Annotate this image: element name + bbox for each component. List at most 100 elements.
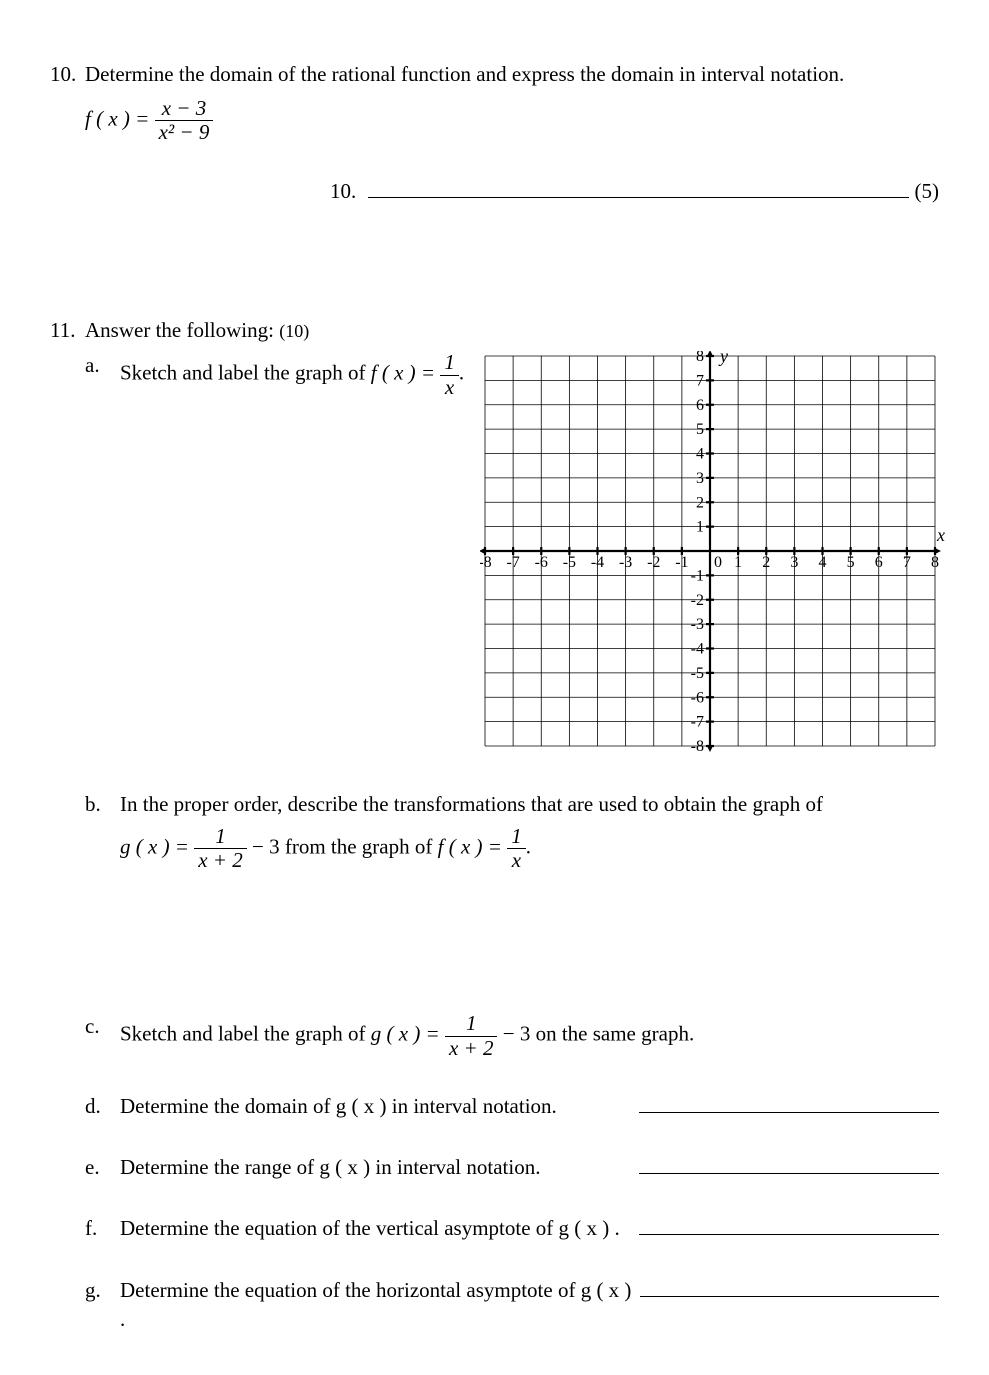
q11b-body: In the proper order, describe the transf… [120,790,939,873]
svg-text:7: 7 [903,554,911,571]
q11g-label: g. [85,1276,120,1305]
svg-text:-5: -5 [563,554,576,571]
q11b-fnum: 1 [507,825,526,849]
svg-text:0: 0 [714,554,722,571]
q11g-blank[interactable] [640,1276,939,1297]
q10-points: (5) [915,177,940,206]
question-11: 11. Answer the following: (10) [50,316,939,345]
svg-text:-1: -1 [675,554,688,571]
svg-text:8: 8 [931,554,939,571]
q11-points: (10) [279,321,309,341]
q10-answer-label: 10. [330,177,356,206]
q11b-gtail: − 3 [247,835,280,859]
q11c-den: x + 2 [445,1037,498,1060]
q11b-gden: x + 2 [194,849,247,872]
q11-prompt: Answer the following: [85,318,274,342]
q11b-flhs: f ( x ) = [438,835,502,859]
q11b-glhs: g ( x ) = [120,835,189,859]
q10-prompt: Determine the domain of the rational fun… [85,60,939,89]
coordinate-grid: -8-7-6-5-4-3-2-101234567812345678-1-2-3-… [480,351,950,761]
svg-text:-7: -7 [691,714,704,731]
q11a-post: . [459,361,464,385]
svg-text:7: 7 [696,373,704,390]
q11a-frac: 1 x [440,351,459,398]
q11f-blank[interactable] [639,1214,939,1235]
svg-text:-7: -7 [506,554,519,571]
q11f-text: Determine the equation of the vertical a… [120,1214,620,1243]
q11b: b. In the proper order, describe the tra… [85,790,939,873]
q11b-gnum: 1 [194,825,247,849]
svg-text:1: 1 [696,519,704,536]
svg-text:3: 3 [790,554,798,571]
svg-text:-2: -2 [647,554,660,571]
svg-text:2: 2 [762,554,770,571]
q11d: d. Determine the domain of g ( x ) in in… [85,1092,939,1121]
q11b-end: . [526,835,531,859]
q11d-text: Determine the domain of g ( x ) in inter… [120,1092,557,1121]
coordinate-grid-container: -8-7-6-5-4-3-2-101234567812345678-1-2-3-… [480,351,950,769]
svg-text:6: 6 [696,397,704,414]
svg-text:-8: -8 [480,554,492,571]
svg-text:4: 4 [819,554,827,571]
q11a-pre: Sketch and label the graph of [120,361,371,385]
q11b-label: b. [85,790,120,819]
q11d-label: d. [85,1092,120,1121]
q11a-body: Sketch and label the graph of f ( x ) = … [120,351,470,398]
q11c-tail: − 3 [497,1022,530,1046]
q11a-label: a. [85,351,120,380]
q11e: e. Determine the range of g ( x ) in int… [85,1153,939,1182]
q11a-lhs: f ( x ) = [371,361,435,385]
svg-text:8: 8 [696,351,704,365]
q10-denominator: x² − 9 [155,121,214,144]
q10-numerator: x − 3 [155,97,214,121]
q11e-blank[interactable] [639,1153,939,1174]
q11c-post: on the same graph. [536,1022,695,1046]
svg-text:-2: -2 [691,592,704,609]
q11e-label: e. [85,1153,120,1182]
q11c-pre: Sketch and label the graph of [120,1022,371,1046]
q11e-text: Determine the range of g ( x ) in interv… [120,1153,540,1182]
svg-text:3: 3 [696,470,704,487]
q11g: g. Determine the equation of the horizon… [85,1276,939,1335]
svg-text:-6: -6 [691,690,704,707]
svg-text:-5: -5 [691,665,704,682]
q11-number: 11. [50,316,85,345]
svg-text:-4: -4 [691,641,704,658]
q11b-fden: x [507,849,526,872]
q11c-body: Sketch and label the graph of g ( x ) = … [120,1012,939,1059]
q11a-den: x [440,376,459,399]
q11c: c. Sketch and label the graph of g ( x )… [85,1012,939,1059]
q10-fraction: x − 3 x² − 9 [155,97,214,144]
q11d-blank[interactable] [639,1092,939,1113]
q11b-mid: from the graph of [285,835,438,859]
q11a-num: 1 [440,351,459,375]
svg-text:y: y [718,351,728,366]
q11b-line1: In the proper order, describe the transf… [120,790,939,819]
svg-text:-4: -4 [591,554,604,571]
q10-lhs: f ( x ) = [85,107,149,131]
q11f-label: f. [85,1214,120,1243]
svg-text:5: 5 [696,422,704,439]
question-10: 10. Determine the domain of the rational… [50,60,939,89]
q11f: f. Determine the equation of the vertica… [85,1214,939,1243]
worksheet-page: 10. Determine the domain of the rational… [0,0,989,1375]
q11c-glhs: g ( x ) = [371,1022,440,1046]
svg-text:4: 4 [696,446,704,463]
q10-answer-blank[interactable] [368,175,908,198]
q11b-line2: g ( x ) = 1 x + 2 − 3 from the graph of … [120,825,939,872]
svg-text:-3: -3 [691,617,704,634]
svg-text:5: 5 [847,554,855,571]
q11b-gfrac: 1 x + 2 [194,825,247,872]
q11b-ffrac: 1 x [507,825,526,872]
q11c-frac: 1 x + 2 [445,1012,498,1059]
q10-equation: f ( x ) = x − 3 x² − 9 [85,97,939,144]
svg-text:-8: -8 [691,738,704,755]
svg-text:-1: -1 [691,568,704,585]
q11g-text: Determine the equation of the horizontal… [120,1276,640,1335]
q11-prompt-row: Answer the following: (10) [85,316,939,345]
q10-answer-line: 10. (5) [330,175,939,206]
q11a: a. Sketch and label the graph of f ( x )… [85,351,470,398]
svg-text:-3: -3 [619,554,632,571]
svg-text:1: 1 [734,554,742,571]
svg-text:2: 2 [696,495,704,512]
